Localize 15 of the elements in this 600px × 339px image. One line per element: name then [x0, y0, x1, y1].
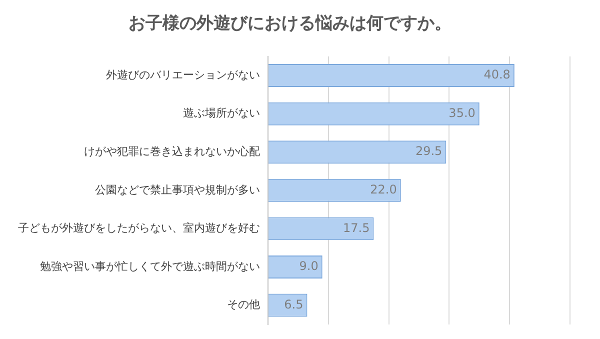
y-tick-label: けがや犯罪に巻き込まれないか心配 [84, 144, 260, 158]
y-tick-label: その他 [227, 298, 260, 312]
data-label: 40.8 [484, 68, 510, 82]
chart-title: お子様の外遊びにおける悩みは何ですか。 [128, 14, 452, 34]
data-label: 6.5 [284, 297, 304, 312]
y-tick-label: 公園などで禁止事項や規制が多い [95, 183, 260, 196]
y-tick-label: 子どもが外遊びをしたがらない、室内遊びを好む [18, 222, 260, 235]
y-tick-label: 遊ぶ場所がない [183, 106, 260, 120]
data-label: 9.0 [299, 259, 318, 274]
y-tick-label: 勉強や習い事が忙しくて外で遊ぶ時間がない [40, 260, 260, 273]
data-label: 35.0 [448, 106, 476, 120]
data-label: 22.0 [370, 182, 397, 197]
data-label: 29.5 [415, 144, 442, 158]
y-tick-label: 外遊びのバリエーションがない [106, 68, 260, 82]
data-label: 17.5 [342, 220, 370, 235]
